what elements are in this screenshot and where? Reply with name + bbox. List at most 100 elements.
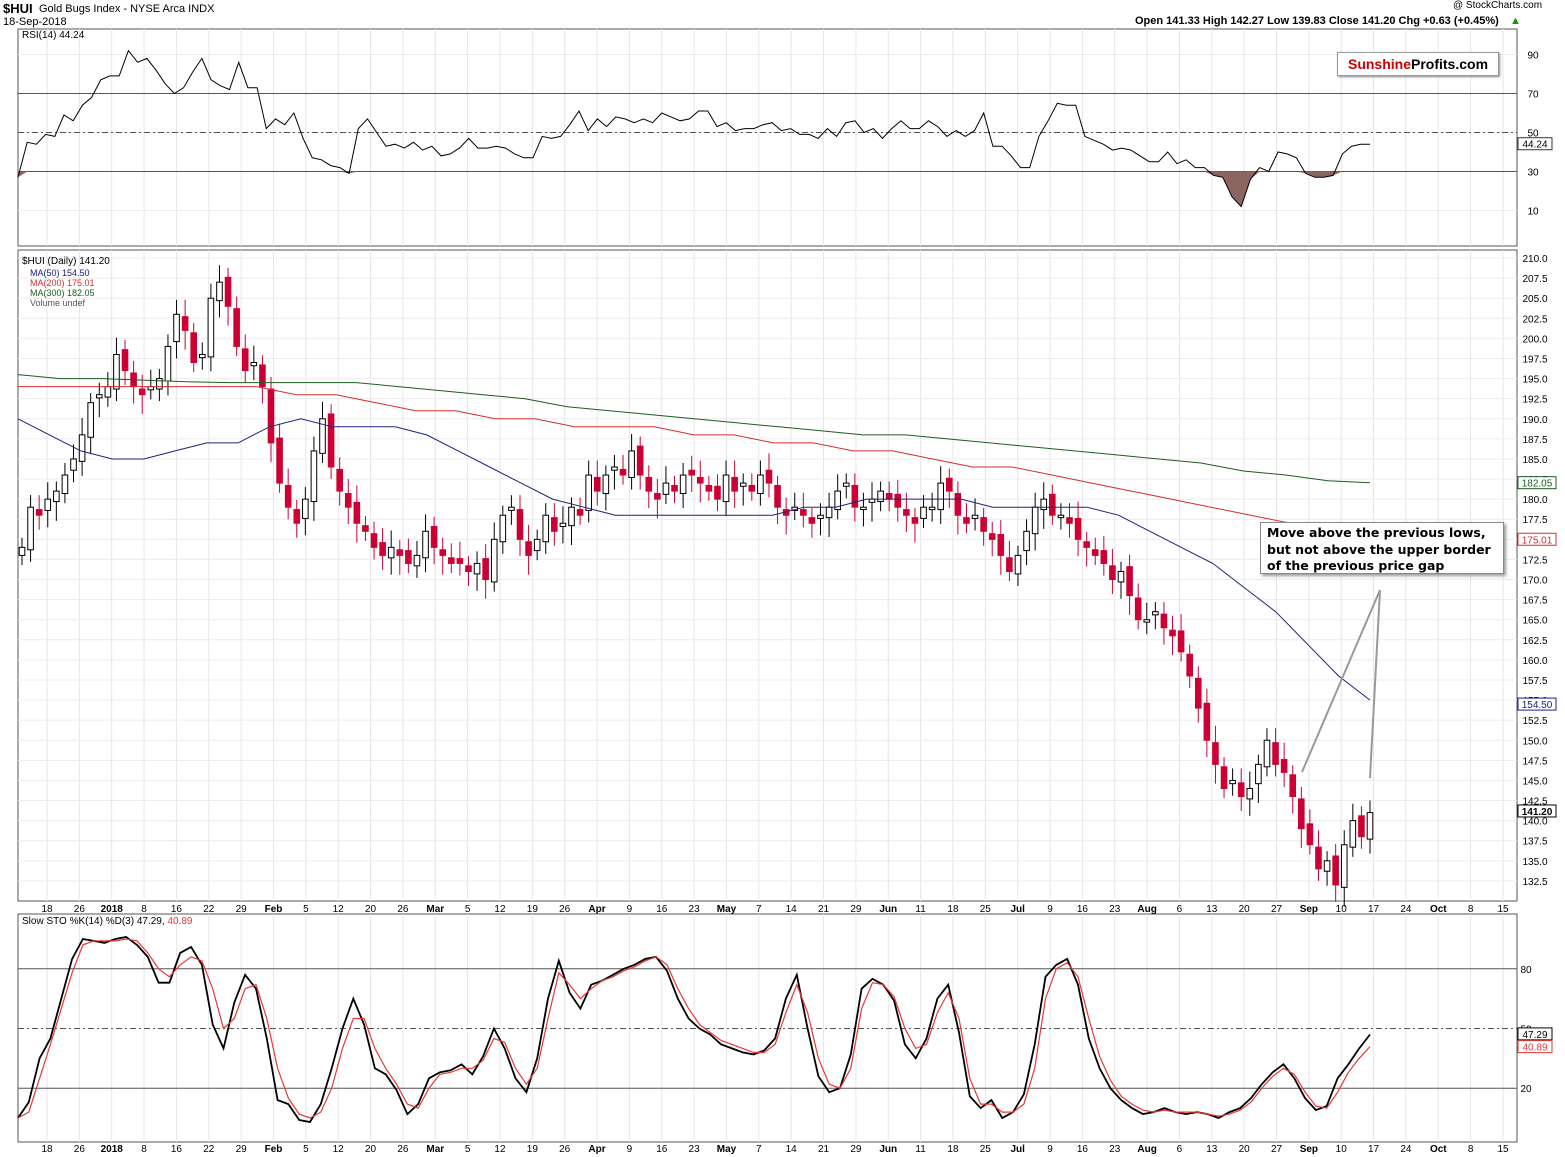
x-tick-label: 27 <box>1271 1144 1283 1155</box>
price-candle <box>405 550 412 564</box>
price-candle <box>757 474 764 495</box>
x-tick-label: 19 <box>527 1144 539 1155</box>
rsi-y-tick-label: 50 <box>1527 129 1539 140</box>
x-tick-label: 13 <box>1206 904 1218 915</box>
price-candle <box>1126 566 1133 597</box>
x-tick-label: Jul <box>1010 1144 1025 1155</box>
price-candle <box>1246 787 1254 800</box>
price-candle <box>396 549 404 556</box>
rsi-y-tick-label: 30 <box>1527 168 1539 179</box>
price-candle <box>1040 498 1048 511</box>
price-candle <box>602 474 610 495</box>
price-legend-entry: MA(200) 175.01 <box>30 278 95 288</box>
sunshine-profits-logo[interactable]: SunshineProfits.com <box>1337 52 1499 76</box>
price-candle <box>18 546 26 556</box>
x-tick-label: 7 <box>756 1144 762 1155</box>
sto-title: Slow STO %K(14) %D(3) 47.29, 40.89 <box>22 916 193 927</box>
price-candle <box>387 546 395 559</box>
x-tick-label: Aug <box>1137 904 1156 915</box>
rsi-y-tick-label: 10 <box>1527 207 1539 218</box>
price-candle <box>259 364 266 388</box>
price-candle <box>817 514 824 519</box>
chart-date: 18-Sep-2018 <box>3 16 67 28</box>
price-candle <box>1332 855 1339 886</box>
change-arrow-icon: ▲ <box>1510 15 1521 27</box>
x-tick-label: 14 <box>786 1144 798 1155</box>
x-tick-label: Feb <box>265 1144 283 1155</box>
x-tick-label: 9 <box>627 904 633 915</box>
x-tick-label: 26 <box>397 1144 409 1155</box>
price-candle <box>722 474 730 503</box>
price-candle <box>61 474 69 495</box>
price-candle <box>1091 549 1099 556</box>
x-tick-label: 20 <box>1239 1144 1251 1155</box>
copyright: @ StockCharts.com <box>1453 0 1543 11</box>
price-candle <box>1237 782 1245 798</box>
price-candle <box>336 468 343 492</box>
price-y-tick-label: 210.0 <box>1522 254 1547 265</box>
logo-part2: Profits.com <box>1411 56 1489 72</box>
price-candle <box>1349 820 1357 848</box>
price-candle <box>370 533 378 548</box>
price-candle <box>1083 541 1090 548</box>
instrument-name: Gold Bugs Index - NYSE Arca INDX <box>39 3 215 15</box>
x-tick-label: 18 <box>41 904 53 915</box>
x-tick-label: 5 <box>303 1144 309 1155</box>
x-tick-label: 27 <box>1271 904 1283 915</box>
price-candle <box>284 484 292 508</box>
price-y-tick-label: 162.5 <box>1522 636 1547 647</box>
x-tick-label: 19 <box>527 904 539 915</box>
price-candle <box>705 484 713 492</box>
price-candle <box>739 482 747 487</box>
price-candle <box>945 477 953 492</box>
price-candle <box>241 348 249 372</box>
logo-part1: Sunshine <box>1347 56 1411 72</box>
price-candle <box>688 469 696 476</box>
x-tick-label: 26 <box>559 904 571 915</box>
x-tick-label: 16 <box>656 904 668 915</box>
price-y-tick-label: 192.5 <box>1522 395 1547 406</box>
price-candle <box>422 530 429 559</box>
price-y-tick-label: 172.5 <box>1522 555 1547 566</box>
price-candle <box>1109 565 1116 581</box>
x-tick-label: 16 <box>1077 1144 1089 1155</box>
rsi-last-value: 44.24 <box>1522 140 1547 151</box>
price-candle <box>954 493 962 516</box>
moving-average-line <box>17 374 1371 484</box>
price-candle <box>447 557 455 564</box>
x-tick-label: 16 <box>171 904 183 915</box>
price-candle <box>860 506 867 511</box>
price-y-tick-label: 145.0 <box>1522 776 1547 787</box>
price-candle <box>611 466 618 471</box>
price-candle <box>1272 742 1279 765</box>
price-candle <box>662 482 670 495</box>
price-candle <box>362 525 369 532</box>
price-candle <box>44 498 52 511</box>
x-tick-label: 9 <box>627 1144 633 1155</box>
price-last-value: 141.20 <box>1522 807 1553 818</box>
symbol-label: $HUI <box>3 1 33 16</box>
price-candle <box>473 562 481 575</box>
price-candle <box>78 434 86 462</box>
price-candle <box>87 402 94 438</box>
price-y-tick-label: 160.0 <box>1522 656 1547 667</box>
x-tick-label: 15 <box>1497 1144 1509 1155</box>
x-tick-label: 24 <box>1400 1144 1412 1155</box>
x-tick-label: 8 <box>141 904 147 915</box>
price-candle <box>903 509 910 516</box>
sto-d-line <box>17 938 1371 1119</box>
price-candle <box>293 509 301 524</box>
x-tick-label: Jul <box>1010 904 1025 915</box>
price-candle <box>1203 702 1211 741</box>
price-candle <box>877 490 884 503</box>
annotation-pointer <box>1301 589 1381 773</box>
price-y-tick-label: 187.5 <box>1522 435 1547 446</box>
x-tick-label: 16 <box>171 1144 183 1155</box>
price-candle <box>1023 530 1030 552</box>
x-tick-label: 6 <box>1177 904 1183 915</box>
price-candle <box>482 558 489 581</box>
price-candle <box>928 506 936 511</box>
price-candle <box>868 498 876 503</box>
price-candle <box>1255 763 1262 785</box>
x-tick-label: 23 <box>1109 1144 1121 1155</box>
